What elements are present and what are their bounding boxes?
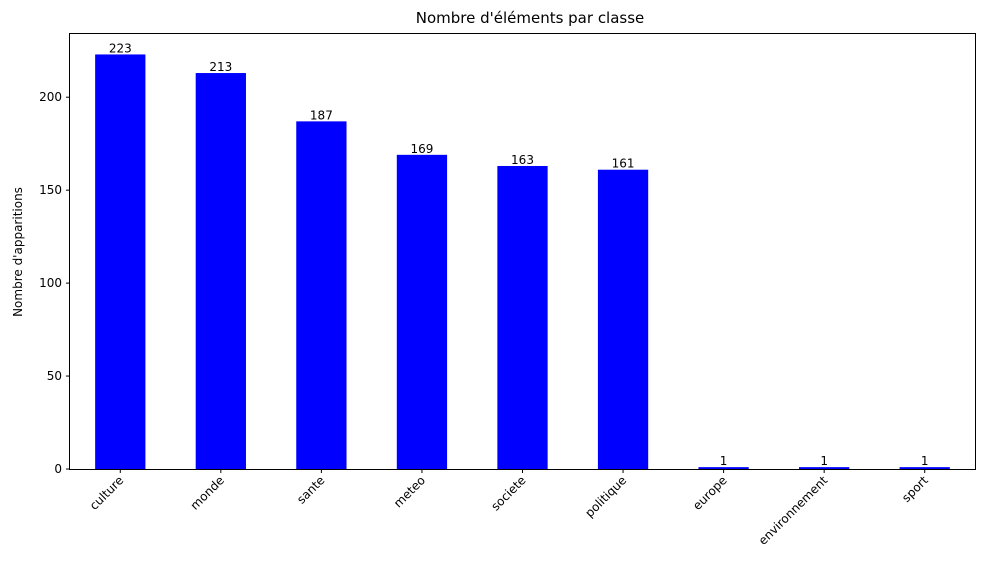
x-tick-label-sport: sport [899,473,931,505]
bar-monde [195,73,246,470]
data-label-environnement: 1 [820,454,828,468]
bar-europe [698,467,749,469]
bar-culture [95,54,146,469]
data-label-sport: 1 [921,454,929,468]
x-tick-label-societe: societe [488,473,528,513]
data-label-societe: 163 [511,153,534,167]
bar-societe [497,165,548,469]
x-tick-label-politique: politique [582,473,629,520]
bar-environnement [799,467,850,469]
x-tick-label-monde: monde [188,473,227,512]
y-tick-label: 100 [39,276,62,290]
y-axis: 0 50 100 150 200 [39,90,70,476]
x-tick-label-europe: europe [690,473,730,513]
data-label-politique: 161 [612,157,635,171]
bar-meteo [396,154,448,470]
bar-politique [597,169,649,469]
data-labels-layer: 223 213 187 169 163 161 1 1 1 [109,41,929,468]
y-axis-label: Nombre d'apparitions [11,187,25,317]
y-tick-label: 50 [47,369,62,383]
data-label-europe: 1 [720,454,728,468]
x-tick-label-sante: sante [294,473,327,506]
x-tick-label-environnement: environnement [756,473,831,548]
plot-frame [69,33,976,470]
data-label-sante: 187 [310,108,333,122]
x-tick-label-meteo: meteo [391,473,428,510]
y-tick-label: 0 [54,462,62,476]
data-label-meteo: 169 [410,142,433,156]
y-tick-label: 150 [39,183,62,197]
y-tick-label: 200 [39,90,62,104]
chart-title: Nombre d'éléments par classe [416,9,645,27]
x-tick-label-culture: culture [87,473,127,513]
data-label-monde: 213 [209,60,232,74]
bar-sante [296,121,347,469]
data-label-culture: 223 [109,41,132,55]
bar-sport [899,467,950,469]
x-axis: culture monde sante meteo societe politique eu… [87,469,931,548]
bars-layer [95,54,950,470]
